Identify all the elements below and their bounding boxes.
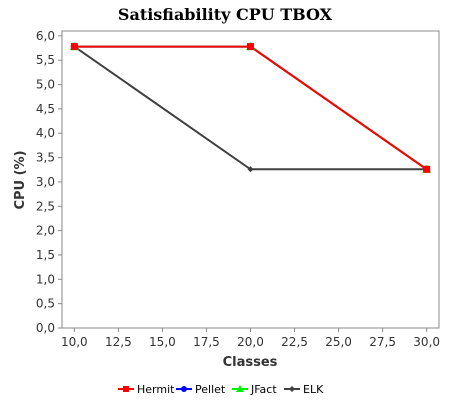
legend-label-elk: ELK — [303, 383, 324, 396]
y-tick-label: 5,5 — [36, 53, 55, 67]
x-tick-label: 17,5 — [193, 335, 220, 349]
y-tick-label: 4,5 — [36, 102, 55, 116]
y-tick-label: 6,0 — [36, 29, 55, 43]
series-markers — [69, 42, 432, 173]
legend-marker-hermit — [123, 386, 129, 392]
chart-title: Satisfiability CPU TBOX — [118, 5, 333, 24]
y-axis: 0,0 0,5 1,0 1,5 2,0 2,5 3,0 3,5 4,0 4,5 5,0 5,5 6,0 — [36, 29, 62, 335]
x-tick-label: 27,5 — [369, 335, 396, 349]
y-tick-label: 0,0 — [36, 321, 55, 335]
y-tick-label: 1,0 — [36, 272, 55, 286]
x-tick-label: 15,0 — [149, 335, 176, 349]
x-axis: 10,0 12,5 15,0 17,5 20,0 22,5 25,0 27,5 30,0 — [61, 328, 440, 349]
data-point-hermit — [247, 43, 254, 51]
y-axis-label: CPU (%) — [13, 150, 28, 209]
data-point-hermit — [423, 165, 431, 173]
legend-label-hermit: Hermit — [137, 383, 175, 396]
x-tick-label: 22,5 — [281, 335, 308, 349]
x-tick-label: 20,0 — [237, 335, 264, 349]
y-tick-label: 1,5 — [36, 248, 55, 262]
legend-label-pellet: Pellet — [195, 383, 226, 396]
legend-marker-pellet — [181, 386, 187, 392]
data-point-elk — [247, 166, 254, 173]
data-point-hermit — [70, 43, 78, 51]
x-tick-label: 12,5 — [105, 335, 132, 349]
y-tick-label: 0,5 — [36, 297, 55, 311]
legend-marker-elk — [289, 386, 295, 392]
y-tick-label: 5,0 — [36, 78, 55, 92]
x-axis-label: Classes — [223, 355, 278, 370]
y-tick-label: 4,0 — [36, 126, 55, 140]
y-tick-label: 3,5 — [36, 151, 55, 165]
x-tick-label: 30,0 — [413, 335, 440, 349]
y-tick-label: 2,5 — [36, 199, 55, 213]
y-tick-label: 2,0 — [36, 224, 55, 238]
legend: Hermit Pellet JFact ELK — [118, 383, 324, 396]
y-tick-label: 3,0 — [36, 175, 55, 189]
legend-marker-jfact — [236, 385, 244, 392]
x-tick-label: 10,0 — [61, 335, 88, 349]
x-tick-label: 25,0 — [325, 335, 352, 349]
plot-area — [61, 30, 440, 329]
legend-label-jfact: JFact — [250, 383, 277, 396]
